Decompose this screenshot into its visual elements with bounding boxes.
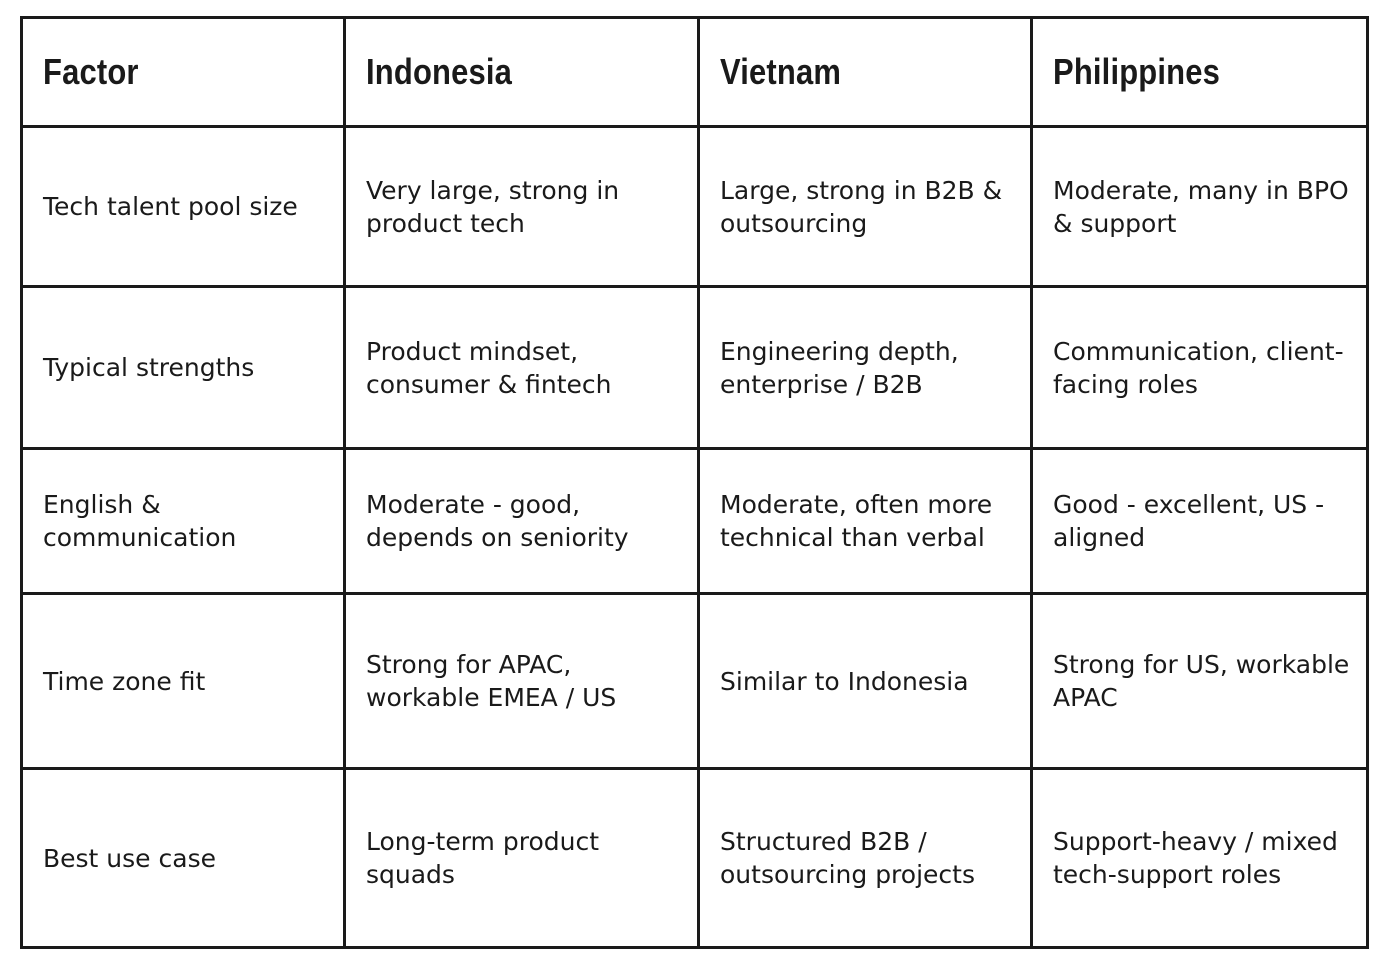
philippines-cell: Moderate, many in BPO & support <box>1030 125 1369 288</box>
vietnam-cell: Engineering depth, enterprise / B2B <box>697 285 1033 450</box>
indonesia-cell: Moderate - good, depends on seniority <box>343 447 700 595</box>
indonesia-cell: Strong for APAC, workable EMEA / US <box>343 592 700 770</box>
table-row: Time zone fit Strong for APAC, workable … <box>20 592 1369 770</box>
comparison-table-container: Factor Indonesia Vietnam Philippines Tec… <box>20 16 1369 949</box>
indonesia-cell: Product mindset, consumer & fintech <box>343 285 700 450</box>
header-row: Factor Indonesia Vietnam Philippines <box>20 16 1369 128</box>
factor-cell: English & communication <box>20 447 346 595</box>
vietnam-cell: Moderate, often more technical than verb… <box>697 447 1033 595</box>
header-vietnam: Vietnam <box>697 16 1033 128</box>
indonesia-cell: Long-term product squads <box>343 767 700 949</box>
vietnam-cell: Similar to Indonesia <box>697 592 1033 770</box>
vietnam-cell: Large, strong in B2B & outsourcing <box>697 125 1033 288</box>
philippines-cell: Good - excellent, US - aligned <box>1030 447 1369 595</box>
table-row: Best use case Long-term product squads S… <box>20 767 1369 949</box>
header-indonesia: Indonesia <box>343 16 700 128</box>
factor-cell: Tech talent pool size <box>20 125 346 288</box>
country-comparison-table: Factor Indonesia Vietnam Philippines Tec… <box>20 16 1369 949</box>
vietnam-cell: Structured B2B / outsourcing projects <box>697 767 1033 949</box>
header-factor: Factor <box>20 16 346 128</box>
philippines-cell: Communication, client-facing roles <box>1030 285 1369 450</box>
table-row: Typical strengths Product mindset, consu… <box>20 285 1369 450</box>
indonesia-cell: Very large, strong in product tech <box>343 125 700 288</box>
header-philippines: Philippines <box>1030 16 1369 128</box>
factor-cell: Time zone fit <box>20 592 346 770</box>
philippines-cell: Support-heavy / mixed tech-support roles <box>1030 767 1369 949</box>
philippines-cell: Strong for US, workable APAC <box>1030 592 1369 770</box>
factor-cell: Typical strengths <box>20 285 346 450</box>
factor-cell: Best use case <box>20 767 346 949</box>
table-row: English & communication Moderate - good,… <box>20 447 1369 595</box>
table-row: Tech talent pool size Very large, strong… <box>20 125 1369 288</box>
